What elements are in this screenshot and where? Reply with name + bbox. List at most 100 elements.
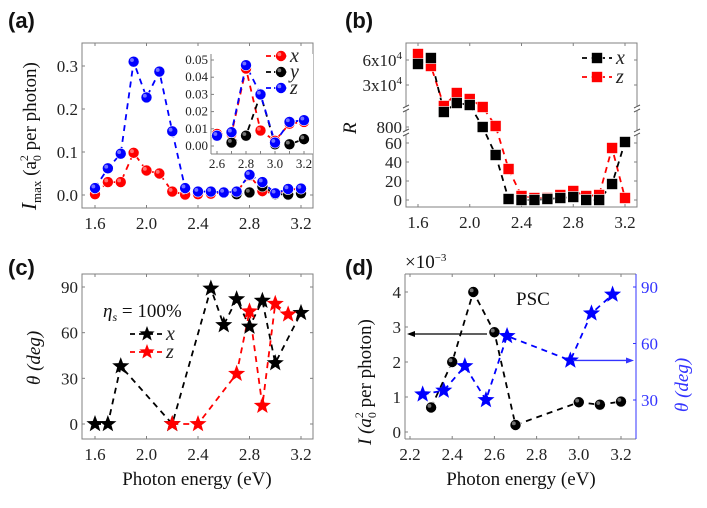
data-point-I-highlight: [448, 358, 453, 363]
data-point-x: [438, 106, 450, 118]
legend-marker-x: [591, 52, 603, 64]
data-point-I-highlight: [490, 328, 495, 333]
data-point-I: [488, 326, 501, 339]
legend-marker-z: [275, 82, 287, 94]
data-point-x: [489, 149, 502, 161]
panel-c-annotation: ηs = 100%: [103, 301, 182, 324]
data-point-theta: [604, 285, 622, 302]
x-tick-label: 2.2: [399, 445, 420, 464]
inset-point-y: [225, 136, 238, 149]
x-tick-label: 2.0: [136, 214, 157, 233]
data-point-z: [412, 48, 424, 60]
x-tick-label: 3.2: [610, 445, 631, 464]
data-point-z: [102, 162, 114, 175]
data-point-x: [515, 194, 528, 206]
inset-point-y-highlight: [227, 138, 232, 143]
data-point-x-highlight: [117, 178, 122, 183]
ylabel-theta: θ (deg): [24, 331, 45, 385]
data-point-x: [451, 97, 463, 109]
data-point-x: [112, 357, 130, 374]
x-tick-label: 2.0: [459, 213, 480, 232]
panel-c-series: [86, 279, 310, 432]
x-tick-label: 1.6: [407, 213, 428, 232]
tick-base: 6x10: [363, 51, 397, 70]
legend-marker-x: [275, 50, 287, 62]
inset-y-tick-label: 0.04: [185, 69, 208, 84]
inset-point-x-highlight: [256, 126, 261, 131]
y-tick-label: 0.1: [57, 143, 78, 162]
data-point-I: [509, 419, 522, 431]
data-point-I-highlight: [575, 398, 580, 403]
data-point-x: [253, 291, 271, 308]
data-point-x: [140, 164, 153, 177]
x-tick-label: 1.6: [84, 445, 105, 464]
data-point-z: [256, 176, 269, 188]
y-tick-label: 90: [61, 278, 78, 297]
series-line-theta: [422, 293, 614, 403]
data-point-x: [215, 316, 233, 333]
data-point-z: [476, 101, 489, 113]
legend-marker-z-highlight: [277, 84, 282, 89]
axis-break-mark: [402, 132, 410, 137]
inset-y-tick-label: 0.00: [185, 138, 208, 153]
panel-label-d: (d): [345, 255, 373, 280]
data-point-y: [243, 186, 256, 199]
data-point-I: [425, 401, 437, 414]
data-point-x: [606, 178, 618, 190]
data-point-I: [572, 396, 585, 409]
axis-break-mark: [633, 108, 641, 113]
data-point-x: [412, 58, 424, 70]
inset-y-tick-label: 0.02: [185, 104, 208, 119]
data-point-z-highlight: [297, 184, 302, 189]
data-point-theta: [435, 381, 453, 398]
panel-b-series: [412, 48, 631, 206]
y-tick-label: 0.0: [57, 186, 78, 205]
data-point-x: [153, 167, 166, 180]
data-point-x: [99, 415, 117, 432]
y-tick-label: 60: [385, 134, 402, 153]
axis-break-mark: [402, 128, 410, 133]
legend-label-x: x: [289, 45, 299, 67]
panel-a-legend: xyz: [266, 45, 299, 99]
data-point-x: [166, 185, 179, 198]
inset-point-z-highlight: [300, 116, 305, 121]
ylabel-I: I (a: [355, 418, 376, 446]
y-tick-label: 0.2: [57, 100, 78, 119]
data-point-z: [279, 305, 297, 322]
data-point-I-highlight: [427, 403, 432, 408]
axis-break-mark: [633, 132, 641, 137]
inset-point-z: [254, 88, 267, 101]
inset-point-y: [298, 133, 310, 145]
panel-d-ylabel-right: θ (deg): [672, 358, 693, 412]
legend-label-z: z: [289, 77, 298, 99]
ylabel-I: I: [17, 202, 41, 211]
data-point-x-highlight: [155, 169, 160, 174]
data-point-x: [463, 99, 476, 111]
data-point-z-highlight: [142, 93, 147, 98]
data-point-x: [292, 303, 310, 321]
data-point-z: [114, 147, 127, 160]
data-point-x: [567, 191, 580, 203]
data-point-theta: [498, 326, 516, 344]
data-point-x: [580, 194, 592, 206]
data-point-I: [594, 398, 606, 411]
panel-c-xlabel: Photon energy (eV): [122, 469, 272, 490]
panel-c-ylabel: θ (deg): [24, 331, 45, 385]
data-point-x-highlight: [168, 187, 173, 192]
x-tick-label: 2.4: [511, 213, 533, 232]
data-point-I: [446, 356, 459, 368]
panel-label-c: (c): [8, 255, 35, 280]
data-point-z: [282, 183, 294, 195]
data-point-z: [619, 192, 631, 204]
data-point-z-highlight: [181, 184, 186, 189]
data-point-z-highlight: [207, 187, 212, 192]
panel-a-ticks: 1.6 2.0 2.4 2.8 3.2 0.0 0.1 0.2 0.3: [57, 43, 313, 233]
inset-point-y-highlight: [285, 140, 290, 145]
inset-point-z-highlight: [213, 132, 218, 136]
y-tick-label: 0.3: [57, 57, 78, 76]
ylabel-tail: per photon): [355, 319, 376, 412]
inset-point-z-highlight: [271, 138, 276, 143]
data-point-x: [240, 317, 259, 334]
data-point-x: [425, 52, 437, 64]
arrow-left-head: [407, 331, 415, 337]
